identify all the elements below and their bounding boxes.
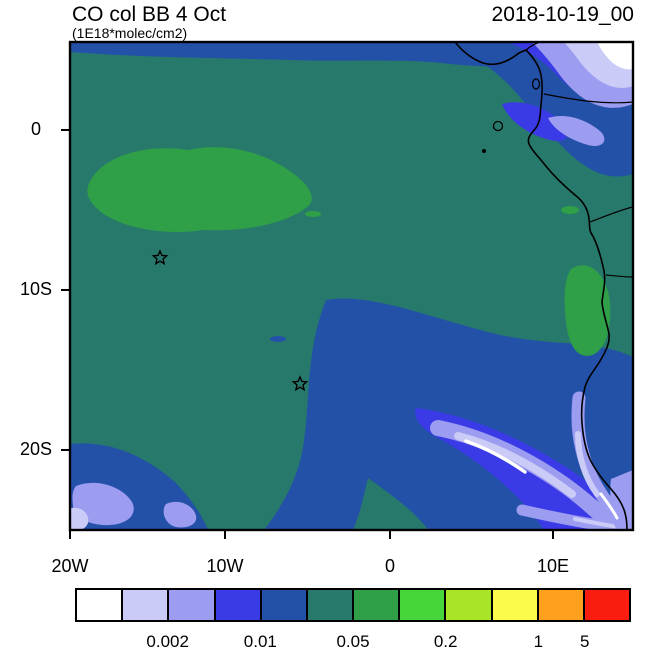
plot-frame	[68, 40, 635, 532]
topright-white-region	[597, 42, 633, 70]
colorbar	[75, 588, 631, 622]
bottom-teal-notch	[353, 478, 428, 530]
colorbar-labels: 0.002 0.01 0.05 0.2 1 5	[75, 632, 631, 654]
colorbar-tick-label: 0.05	[336, 632, 370, 651]
colorbar-tick-label: 0.2	[433, 632, 458, 651]
swath-pale-streak	[454, 432, 576, 498]
border-line-2	[543, 93, 633, 104]
west-green-blob-region	[87, 147, 312, 232]
border-line-3	[589, 206, 633, 223]
colorbar-cell-5	[307, 590, 355, 620]
coastal-pale-streak	[575, 431, 600, 497]
star-marker-1	[151, 249, 169, 266]
africa-coastline	[454, 42, 628, 530]
colorbar-cell-3	[215, 590, 262, 620]
colorbar-tick-label: 5	[579, 632, 590, 651]
co-map	[61, 40, 635, 539]
y-axis-label-10s: 10S	[19, 279, 53, 299]
x-axis-label-0: 0	[384, 556, 396, 576]
topright-lavender-patch	[548, 115, 605, 147]
x-axis-label-20w: 20W	[51, 556, 89, 576]
bottomleft-pale-corner	[70, 507, 89, 530]
coastal-white-sliver	[599, 492, 619, 520]
swath-white-streak	[464, 439, 527, 474]
colorbar-cell-6	[354, 590, 401, 620]
colorbar-tick-label: 0.01	[243, 632, 277, 651]
colorbar-cell-10	[538, 590, 585, 620]
colorbar-tick-label: 1	[533, 632, 544, 651]
colorbar-cell-8	[446, 590, 493, 620]
y-axis-label-20s: 20S	[19, 439, 53, 459]
colorbar-cell-1	[123, 590, 170, 620]
colorbar-tick-label: 0.002	[146, 632, 189, 651]
topright-blue-patch	[502, 102, 569, 141]
plot-timestamp: 2018-10-19_00	[491, 3, 634, 26]
x-axis-label-10w: 10W	[206, 556, 244, 576]
gabon-green-speck	[561, 206, 579, 214]
border-line-4	[605, 274, 633, 278]
x-axis-label-10e: 10E	[536, 556, 570, 576]
colorbar-cell-7	[400, 590, 447, 620]
center-blue-speck	[270, 336, 286, 342]
y-axis-label-0: 0	[30, 119, 41, 139]
colorbar-cell-0	[77, 590, 124, 620]
bottomleft-lavender-patch-1	[72, 482, 134, 526]
colorbar-cell-2	[169, 590, 216, 620]
annobon-island-dot	[482, 149, 486, 153]
plot-title: CO col BB 4 Oct	[72, 3, 227, 26]
axis-ticks	[61, 129, 554, 539]
colorbar-cell-4	[261, 590, 308, 620]
plot-units: (1E18*molec/cm2)	[72, 25, 188, 41]
sao-tome-island-outline	[492, 120, 504, 132]
angola-green-region	[564, 265, 611, 356]
colorbar-cell-11	[584, 590, 630, 620]
colorbar-cell-9	[492, 590, 539, 620]
green-speck-tail	[305, 211, 321, 217]
star-marker-2	[291, 375, 309, 392]
bottomleft-lavender-patch-2	[163, 501, 197, 528]
bioko-island-outline	[531, 78, 541, 90]
